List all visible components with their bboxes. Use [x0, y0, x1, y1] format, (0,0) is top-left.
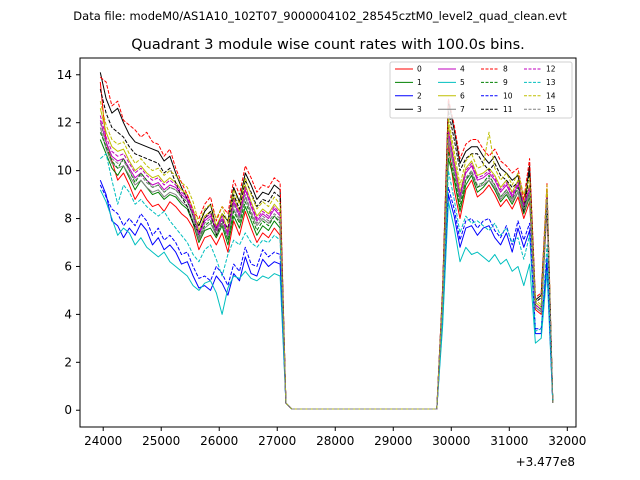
x-axis: 24000 25000 26000 27000 28000 29000 30000 31000… — [84, 427, 586, 448]
series-line-13 — [99, 153, 554, 410]
x-tick-label: 32000 — [548, 434, 586, 448]
legend-label: 13 — [546, 78, 556, 87]
y-tick-label: 4 — [64, 307, 72, 321]
legend-label: 8 — [503, 65, 508, 74]
series-line-15 — [99, 122, 554, 410]
series-line-8 — [99, 76, 554, 410]
legend-label: 5 — [460, 78, 465, 87]
legend-box — [389, 61, 573, 119]
legend-label: 11 — [503, 105, 513, 114]
series-line-12 — [99, 115, 554, 410]
series-line-2 — [99, 180, 554, 410]
y-tick-label: 0 — [64, 403, 72, 417]
legend-label: 12 — [546, 65, 556, 74]
legend-label: 10 — [503, 91, 513, 100]
legend-label: 4 — [460, 65, 465, 74]
y-tick-label: 6 — [64, 259, 72, 273]
chart-title: Quadrant 3 module wise count rates with … — [131, 37, 525, 53]
x-offset-label: +3.477e8 — [516, 455, 575, 469]
series-line-14 — [99, 100, 554, 410]
x-tick-label: 29000 — [374, 434, 412, 448]
chart-suptitle: Data file: modeM0/AS1A10_102T07_90000041… — [73, 9, 567, 23]
legend-label: 15 — [546, 105, 556, 114]
y-tick-label: 14 — [57, 68, 72, 82]
axes-frame — [79, 57, 577, 428]
x-tick-label: 25000 — [142, 434, 180, 448]
x-tick-label: 31000 — [490, 434, 528, 448]
y-axis: 0 2 4 6 8 10 12 14 — [57, 68, 80, 417]
series-line-3 — [99, 72, 554, 410]
series-line-11 — [99, 88, 554, 410]
x-tick-label: 30000 — [432, 434, 470, 448]
y-tick-label: 2 — [64, 355, 72, 369]
legend-label: 1 — [417, 78, 422, 87]
series-line-10 — [99, 184, 554, 410]
series-group — [99, 72, 554, 410]
legend-label: 7 — [460, 105, 465, 114]
legend-label: 9 — [503, 78, 508, 87]
x-tick-label: 28000 — [316, 434, 354, 448]
y-tick-label: 10 — [57, 164, 72, 178]
legend-label: 3 — [417, 105, 422, 114]
y-tick-label: 8 — [64, 212, 72, 226]
x-tick-label: 24000 — [84, 434, 122, 448]
x-tick-label: 26000 — [200, 434, 238, 448]
y-tick-label: 12 — [57, 116, 72, 130]
legend-label: 14 — [546, 91, 556, 100]
series-line-4 — [99, 120, 554, 410]
legend-label: 0 — [417, 65, 422, 74]
series-line-5 — [99, 189, 554, 410]
series-line-0 — [99, 81, 554, 410]
legend-label: 2 — [417, 91, 422, 100]
legend-label: 6 — [460, 91, 465, 100]
x-tick-label: 27000 — [258, 434, 296, 448]
